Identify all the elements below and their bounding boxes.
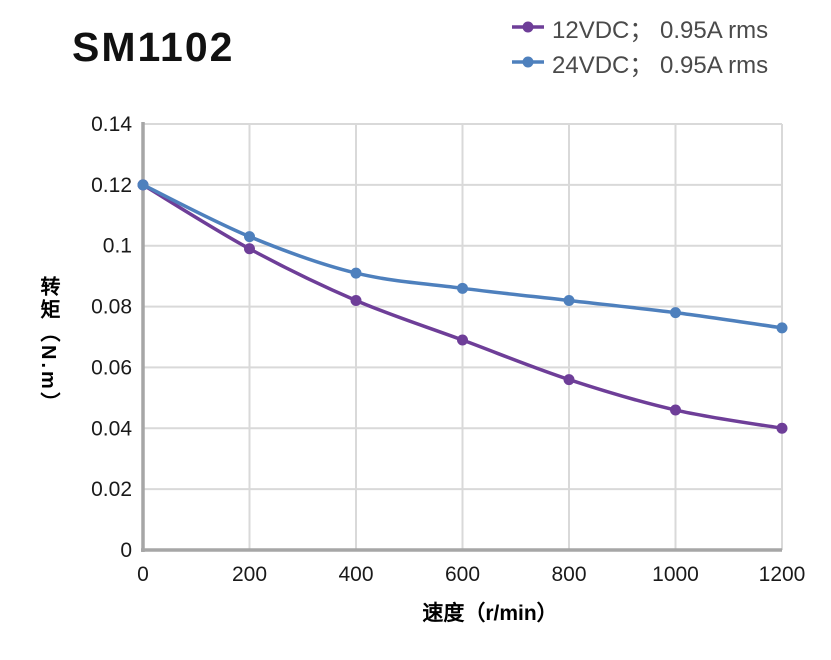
x-tick-label: 1200 bbox=[759, 563, 806, 586]
y-tick-label: 0.14 bbox=[91, 113, 132, 136]
y-tick-label: 0.06 bbox=[91, 356, 132, 379]
x-tick-label: 0 bbox=[137, 563, 149, 586]
data-point-marker-1 bbox=[457, 282, 468, 294]
data-point-marker-1 bbox=[137, 179, 149, 191]
legend-label-24vdc: 24VDC； 0.95A rms bbox=[552, 51, 769, 79]
data-point-marker-0 bbox=[670, 404, 681, 416]
y-axis-title: 转矩（N.m） bbox=[37, 276, 59, 415]
legend-label-12vdc: 12VDC； 0.95A rms bbox=[552, 16, 769, 44]
legend-item-12vdc: 12VDC； 0.95A rms bbox=[511, 11, 769, 44]
data-point-marker-0 bbox=[244, 243, 255, 255]
y-tick-label: 0.12 bbox=[91, 174, 132, 197]
legend: 12VDC； 0.95A rms 24VDC； 0.95A rms bbox=[511, 11, 769, 79]
y-tick-label: 0.04 bbox=[91, 417, 132, 440]
y-tick-label: 0.08 bbox=[91, 296, 132, 319]
chart-title: SM1102 bbox=[72, 24, 235, 70]
x-tick-label: 600 bbox=[445, 563, 480, 586]
data-point-marker-0 bbox=[776, 422, 788, 434]
data-point-marker-1 bbox=[244, 231, 255, 243]
x-tick-label: 200 bbox=[232, 563, 267, 586]
x-tick-label: 1000 bbox=[652, 563, 699, 586]
legend-item-24vdc: 24VDC； 0.95A rms bbox=[511, 46, 769, 79]
x-tick-label: 400 bbox=[338, 563, 373, 586]
data-point-marker-0 bbox=[350, 294, 362, 306]
data-point-marker-1 bbox=[670, 307, 681, 319]
x-axis-title: 速度（r/min） bbox=[422, 602, 558, 625]
data-point-marker-1 bbox=[350, 267, 362, 279]
data-point-marker-0 bbox=[457, 334, 468, 346]
data-point-marker-1 bbox=[776, 322, 788, 334]
y-tick-label: 0.02 bbox=[91, 478, 132, 501]
data-point-marker-0 bbox=[563, 374, 575, 386]
legend-swatch-24vdc-icon bbox=[512, 56, 544, 68]
y-tick-label: 0 bbox=[120, 539, 132, 562]
legend-swatch-12vdc-icon bbox=[512, 21, 544, 33]
x-tick-label: 800 bbox=[551, 563, 586, 586]
data-point-marker-1 bbox=[563, 294, 575, 306]
y-tick-label: 0.1 bbox=[103, 235, 132, 258]
